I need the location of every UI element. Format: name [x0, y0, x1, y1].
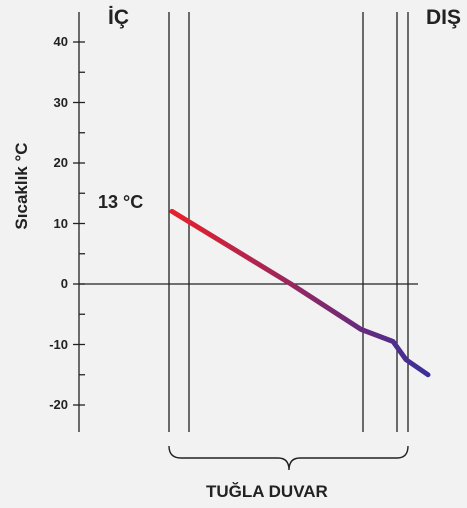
y-tick-label: -20 — [49, 397, 68, 412]
wall-brace — [168, 445, 409, 471]
y-tick-label: -10 — [49, 336, 68, 352]
y-tick-label: 40 — [53, 34, 68, 49]
outside-label: DIŞ — [426, 6, 462, 29]
inside-label: İÇ — [108, 6, 129, 29]
y-tick-label: 30 — [53, 94, 68, 110]
y-axis-label: Sıcaklık °C — [12, 142, 31, 230]
wall-label: TUĞLA DUVAR — [206, 482, 328, 501]
y-tick-label: 0 — [60, 276, 68, 291]
temperature-curve — [169, 208, 431, 378]
inner-surface-temperature-label: 13 °C — [98, 192, 144, 212]
y-tick-label: 20 — [53, 155, 68, 170]
y-tick-label: 10 — [53, 215, 68, 231]
